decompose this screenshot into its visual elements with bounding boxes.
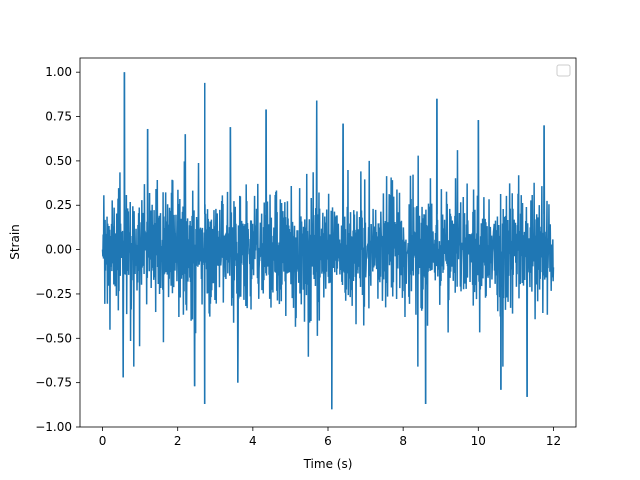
y-tick-label: −0.50 xyxy=(35,331,72,345)
x-tick-label: 2 xyxy=(174,434,182,448)
y-tick-label: 0.25 xyxy=(45,198,72,212)
y-tick-label: −1.00 xyxy=(35,420,72,434)
y-tick-label: 0.50 xyxy=(45,154,72,168)
legend-box xyxy=(556,64,571,77)
x-tick-label: 8 xyxy=(399,434,407,448)
x-tick-label: 12 xyxy=(546,434,561,448)
y-axis: −1.00 −0.75 −0.50 −0.25 0.00 0.25 0.50 0.75 1.00 xyxy=(35,65,80,434)
y-tick-label: 0.75 xyxy=(45,110,72,124)
y-axis-label: Strain xyxy=(8,224,22,260)
x-tick-label: 6 xyxy=(324,434,332,448)
y-tick-label: 1.00 xyxy=(45,65,72,79)
y-tick-label: −0.25 xyxy=(35,287,72,301)
x-tick-label: 10 xyxy=(471,434,486,448)
series-line-group xyxy=(101,72,555,410)
x-axis-label: Time (s) xyxy=(303,457,353,471)
y-tick-label: 0.00 xyxy=(45,243,72,257)
x-tick-label: 4 xyxy=(249,434,257,448)
x-tick-label: 0 xyxy=(99,434,107,448)
y-tick-label: −0.75 xyxy=(35,376,72,390)
x-axis: 0 2 4 6 8 10 12 xyxy=(99,427,561,448)
